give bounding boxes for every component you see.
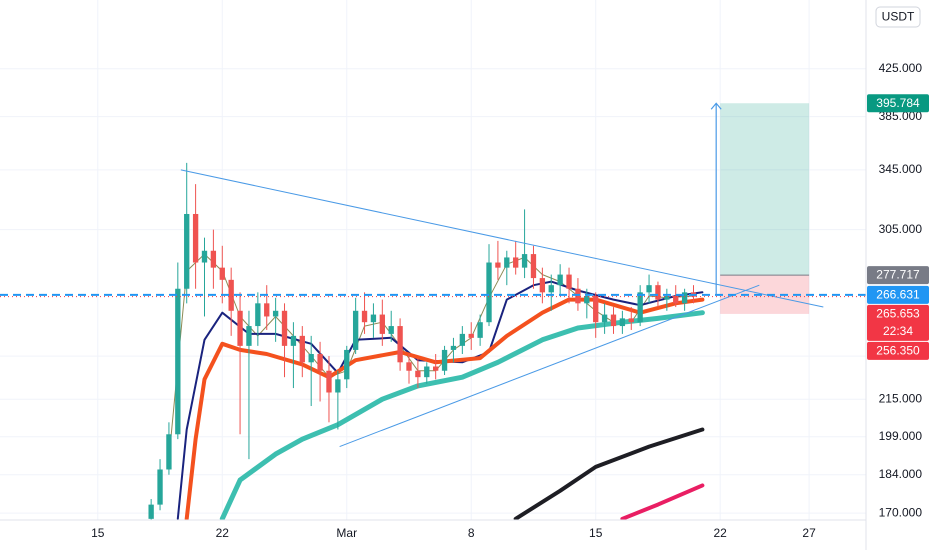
x-tick-label: 22 [714,526,728,540]
candle-body [495,262,501,268]
price-label: 277.717 [876,268,920,282]
candle-body [557,274,563,286]
candle-body [459,333,466,346]
y-tick-label: 345.000 [879,162,923,176]
candle-body [335,379,341,393]
candle-body [655,285,661,300]
y-tick-label: 425.000 [879,61,923,75]
candle-body [539,278,546,293]
candle-body [388,326,394,334]
moving-average-line [513,427,705,520]
candle-body [610,314,617,327]
candle-body [424,366,430,378]
x-tick-label: 15 [589,526,603,540]
candle-body [673,295,679,304]
trendline [339,284,760,448]
target-arrow [710,102,722,295]
candle-body [201,250,208,263]
x-tick-label: 8 [468,526,475,540]
candle-body [308,354,314,363]
candle-body [441,349,448,371]
candle-body [166,434,172,470]
price-label-bg [867,266,929,285]
candle-body [468,333,474,338]
candle-body [299,335,305,363]
candle-body [192,213,199,263]
price-label-bg [867,94,929,113]
candle-body [450,345,457,350]
candle-body [415,370,421,378]
price-label-bg [867,304,929,341]
price-label-bg [867,285,929,304]
currency-box[interactable] [875,6,921,28]
candle-body [619,318,626,327]
candle-body [504,257,510,268]
candle-body [628,318,634,323]
candle-body [344,349,350,380]
plot-area [0,102,866,520]
price-label-bg [867,341,929,360]
candle-body [646,285,652,293]
candle-body [530,254,537,279]
price-label: 256.350 [876,344,920,358]
candle-body [566,274,572,289]
candle-body [477,322,483,338]
candle-body [433,366,439,371]
y-tick-label: 385.000 [879,109,923,123]
candle-body [637,292,643,323]
y-tick-label: 184.000 [879,467,923,481]
moving-average-line [620,483,705,520]
y-tick-label: 199.000 [879,429,923,443]
x-tick-label: Mar [336,526,357,540]
candle-body [397,326,403,363]
candle-body [593,295,599,323]
candle-body [290,335,297,346]
candle-body [681,292,688,304]
countdown-label: 22:34 [883,324,913,338]
candle-body [184,213,190,289]
currency-label[interactable]: USDT [882,10,915,24]
candle-body [317,354,323,371]
price-label: 266.631 [876,288,920,302]
candle-body [210,250,217,268]
candle-body [664,295,670,300]
y-tick-label: 170.000 [879,505,923,519]
candle-body [255,303,261,327]
candle-body [370,314,377,323]
candle-body [601,314,608,323]
candle-body [157,469,163,505]
y-tick-label: 215.000 [879,391,923,405]
candle-body [486,262,492,323]
x-tick-label: 15 [91,526,105,540]
candle-body [521,254,528,268]
candle-body [281,310,288,346]
candle-body [228,279,234,311]
candle-body [264,303,270,317]
axes: 170.000184.000199.000215.000235.000305.0… [91,61,929,540]
candle-body [406,362,412,371]
candle-body [175,288,181,435]
candle-body [352,310,359,350]
candle-body [575,288,581,304]
x-tick-label: 22 [216,526,230,540]
candle-body [513,257,519,268]
candle-body [361,310,368,323]
price-label: 265.653 [876,307,920,321]
candle-body [246,326,252,346]
price-label: 395.784 [876,96,920,110]
candle-body [237,310,243,346]
candle-body [326,370,332,393]
candle-body [272,310,279,317]
candle-body [148,504,154,519]
position-profit-zone [720,103,810,276]
candle-body [219,267,225,280]
x-tick-label: 27 [802,526,816,540]
candle-body [584,295,590,304]
y-tick-label: 305.000 [879,222,923,236]
candle-body [548,285,554,293]
candle-body [379,314,385,334]
